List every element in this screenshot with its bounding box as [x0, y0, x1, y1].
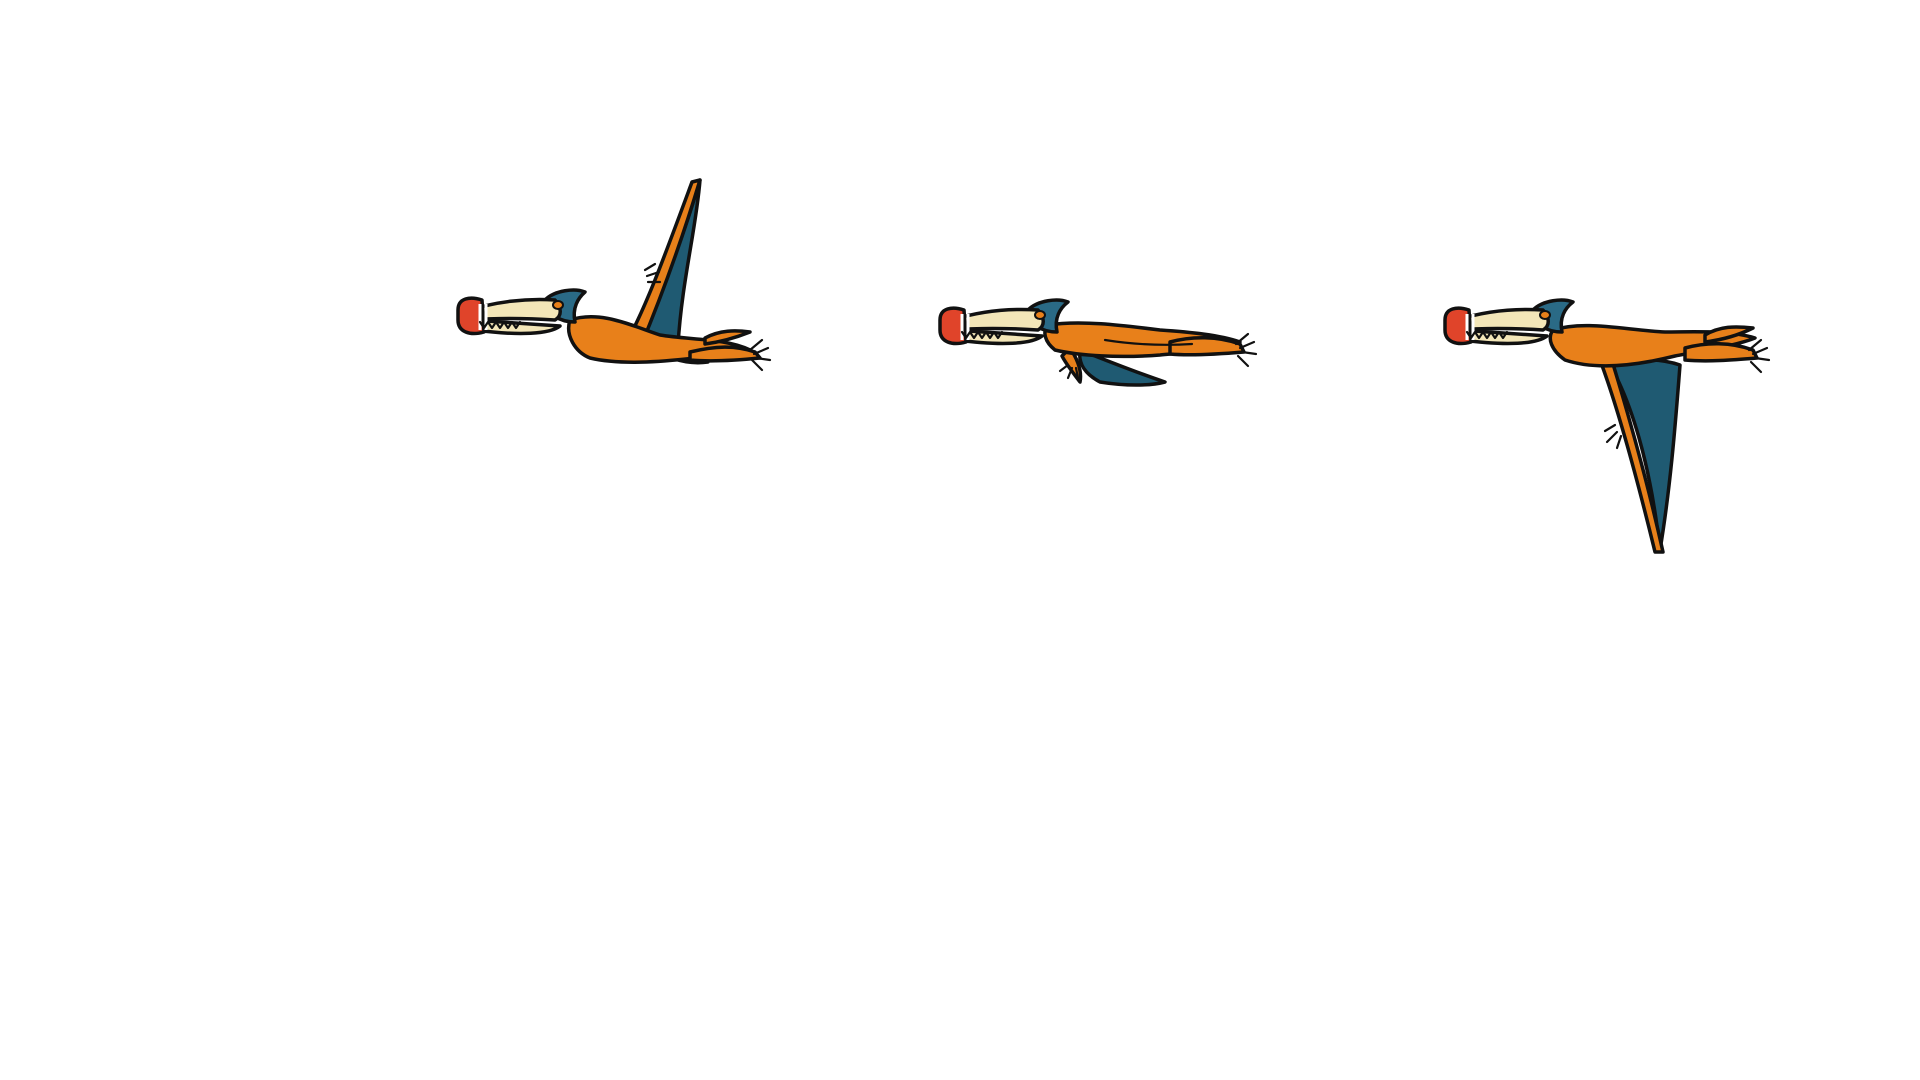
pterosaur-sprite-wings-up	[456, 178, 772, 372]
pterosaur-frame-wings-down	[1435, 160, 1815, 580]
teeth	[478, 320, 522, 330]
beak-upper	[468, 297, 562, 322]
foot-claws	[1747, 338, 1771, 374]
hind-leg	[1168, 335, 1246, 357]
foot-claws	[1234, 332, 1258, 368]
beak-upper	[1455, 307, 1550, 332]
wing-arm	[623, 178, 702, 350]
wing-claw	[1603, 423, 1623, 450]
eye	[1034, 310, 1046, 320]
beak-tip	[1443, 306, 1473, 346]
wing-claw	[643, 262, 662, 284]
pterosaur-sprite-wings-down	[1443, 298, 1771, 554]
tail	[703, 329, 752, 346]
pterosaur-frame-wings-up	[450, 160, 830, 580]
wing-arm	[1598, 358, 1665, 554]
beak-tip	[456, 296, 486, 336]
eye	[1539, 310, 1551, 320]
wing-fold-line	[1103, 338, 1194, 346]
beak-tip	[938, 306, 968, 346]
teeth	[1465, 330, 1509, 340]
teeth	[960, 330, 1004, 340]
beak-upper	[950, 307, 1045, 332]
pterosaur-frame-wings-level	[930, 160, 1310, 580]
wing-membrane	[1077, 348, 1167, 387]
eye	[552, 300, 564, 310]
wing-arm	[1060, 346, 1083, 384]
hind-leg	[1683, 341, 1759, 363]
pterosaur-sprite-wings-level	[938, 298, 1258, 387]
foot-claws	[748, 338, 772, 372]
tail	[1703, 325, 1755, 344]
wing-claw	[1058, 363, 1080, 380]
